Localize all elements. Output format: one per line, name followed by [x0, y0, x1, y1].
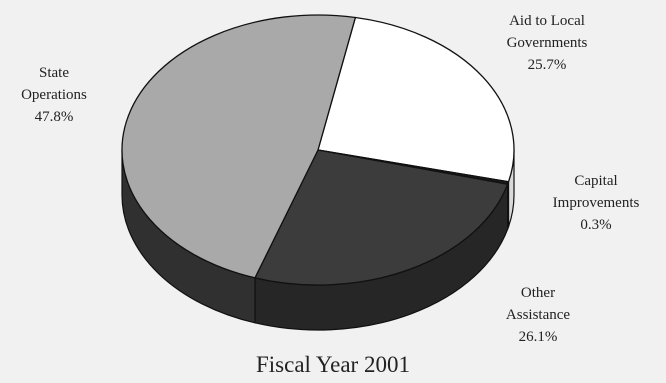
- slice-label-line-2: Assistance: [505, 307, 571, 323]
- slice-label-line-1: Capital: [574, 173, 618, 189]
- slice-label-capital-improvements: Capital Improvements 0.3%: [534, 170, 658, 236]
- slice-label-line-1: Aid to Local: [509, 13, 585, 29]
- slice-state-operations: [121, 14, 357, 279]
- slice-label-line-1: State: [39, 65, 69, 81]
- chart-title: Fiscal Year 2001: [256, 352, 410, 377]
- slice-label-line-2: Improvements: [552, 195, 640, 211]
- slice-value-label: 25.7%: [527, 57, 567, 73]
- slice-label-aid-to-local-governments: Aid to Local Governments 25.7%: [488, 10, 606, 76]
- slice-label-line-1: Other: [520, 285, 556, 301]
- slice-value-label: 26.1%: [518, 329, 558, 345]
- slice-label-line-2: Operations: [21, 87, 87, 103]
- slice-aid-to-local-governments: [317, 16, 515, 183]
- slice-value-label: 0.3%: [580, 217, 612, 233]
- slice-label-other-assistance: Other Assistance 26.1%: [486, 282, 590, 348]
- slice-value-label: 47.8%: [34, 109, 74, 125]
- slice-label-line-2: Governments: [506, 35, 588, 51]
- slice-label-state-operations: State Operations 47.8%: [4, 62, 104, 128]
- slice-other-assistance: [254, 149, 509, 286]
